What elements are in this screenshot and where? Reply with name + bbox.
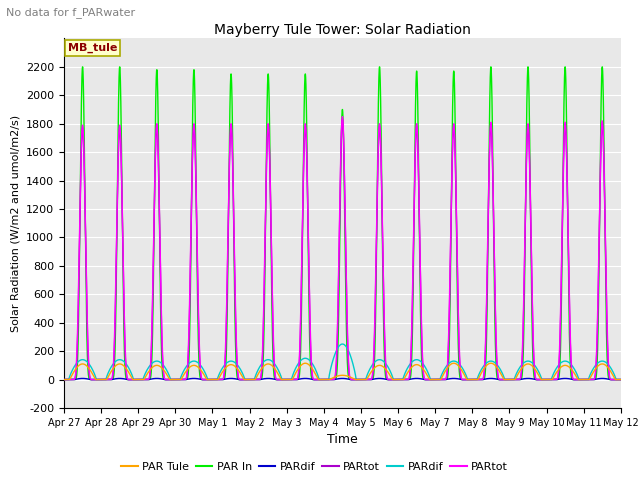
Y-axis label: Solar Radiation (W/m2 and umol/m2/s): Solar Radiation (W/m2 and umol/m2/s) xyxy=(10,115,20,332)
X-axis label: Time: Time xyxy=(327,433,358,446)
Title: Mayberry Tule Tower: Solar Radiation: Mayberry Tule Tower: Solar Radiation xyxy=(214,23,471,37)
Legend: PAR Tule, PAR In, PARdif, PARtot, PARdif, PARtot: PAR Tule, PAR In, PARdif, PARtot, PARdif… xyxy=(116,457,513,476)
Text: MB_tule: MB_tule xyxy=(68,43,118,53)
Text: No data for f_PARwater: No data for f_PARwater xyxy=(6,7,136,18)
